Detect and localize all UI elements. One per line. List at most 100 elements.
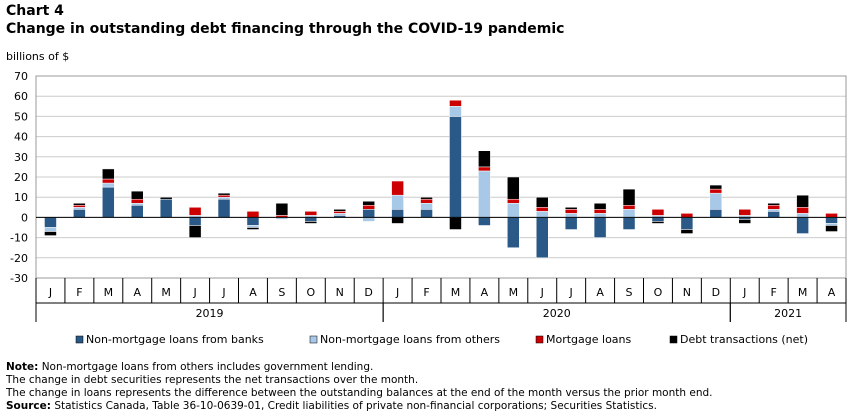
bar-segment-debt [825,225,838,232]
x-tick-label: M [161,286,171,299]
bar-segment-debt [188,225,202,238]
bar-segment-banks [564,217,578,230]
bar-segment-banks [102,186,115,218]
bar-segment-mortgage [478,166,491,172]
chart-number-label: Chart 4 [6,3,64,19]
bar-segment-banks [680,217,694,230]
bar-segment-banks [391,209,404,218]
x-tick-label: J [395,286,399,299]
bar-segment-banks [536,217,549,259]
bar-segment-others [333,213,346,216]
bar-segment-debt [391,217,404,224]
bar-segment-debt [507,176,520,200]
bar-segment-banks [246,217,260,226]
bar-segment-others [593,213,607,218]
chart-notes: Note: Non-mortgage loans from others inc… [6,361,712,413]
x-tick-label: M [509,286,519,299]
year-label: 2019 [196,307,224,320]
x-tick-label: S [626,286,633,299]
bar-segment-others [709,192,723,210]
bar-segment-banks [159,198,173,218]
bar-segment-others [825,223,838,226]
bar-segment-debt [102,168,115,180]
bar-segment-debt [275,203,289,216]
x-tick-label: S [278,286,285,299]
bar-segment-mortgage [622,205,636,210]
bar-segment-banks [217,198,231,218]
legend-swatch-debt [669,335,678,344]
y-tick-label: -20 [10,252,28,265]
bar-segment-mortgage [73,205,86,208]
x-tick-label: N [683,286,691,299]
bar-segment-mortgage [593,209,607,214]
legend-label: Mortgage loans [546,333,632,346]
bar-segment-others [564,213,578,218]
bar-segment-debt [564,207,578,210]
bar-segment-others [536,211,549,218]
bar-segment-others [478,170,491,218]
x-tick-label: A [249,286,257,299]
x-tick-label: J [48,286,52,299]
bar-segment-debt [593,203,607,210]
y-tick-label: 0 [21,211,28,224]
y-tick-label: 70 [14,70,28,83]
bar-segment-mortgage [709,188,723,194]
bar-segment-debt [767,203,780,206]
x-tick-label: F [771,286,777,299]
bar-segment-banks [449,116,462,218]
bar-segment-banks [131,205,144,218]
bar-segment-debt [420,196,433,200]
note-line-3: The change in loans represents the diffe… [6,387,713,399]
bar-segment-others [622,209,636,218]
x-tick-label: J [569,286,573,299]
bar-segment-mortgage [507,198,520,204]
bar-segment-banks [420,209,433,218]
bar-segment-banks [304,217,318,222]
note-label: Note: [6,361,39,373]
bar-segment-debt [536,196,549,208]
bar-segment-debt [680,229,694,234]
bar-segment-mortgage [825,213,838,218]
x-tick-label: N [336,286,344,299]
bar-segment-mortgage [131,198,144,204]
legend-label: Non-mortgage loans from others [320,333,500,346]
bar-segment-debt [796,194,809,208]
y-tick-label: 60 [14,90,28,103]
bar-segment-debt [44,231,57,236]
bar-segment-mortgage [246,211,260,218]
y-tick-label: 20 [14,171,28,184]
source-label: Source: [6,400,51,412]
y-tick-label: 50 [14,110,28,123]
note-line-1: Note: Non-mortgage loans from others inc… [6,361,712,374]
y-tick-label: -10 [10,232,28,245]
bar-segment-debt [73,203,86,206]
x-tick-label: A [828,286,836,299]
bar-segment-banks [478,217,491,226]
bar-segment-debt [333,209,346,212]
x-tick-label: F [423,286,429,299]
bar-segment-banks [362,209,375,218]
legend-swatch-mortgage [535,335,544,344]
bar-segment-mortgage [680,213,694,218]
bar-segment-debt [304,221,318,224]
bar-segment-banks [825,217,838,224]
bar-segment-mortgage [333,211,346,214]
bar-segment-banks [44,217,57,228]
x-tick-label: O [654,286,663,299]
bar-segment-debt [217,192,231,196]
y-tick-label: 40 [14,131,28,144]
bar-segment-banks [651,217,665,222]
bar-segment-mortgage [738,209,751,216]
chart-title: Change in outstanding debt financing thr… [6,21,565,37]
bar-segment-mortgage [304,211,318,216]
bar-segment-mortgage [449,99,462,107]
note-text: Non-mortgage loans from others includes … [41,361,374,373]
year-label: 2021 [774,307,802,320]
bar-segment-others [767,209,780,212]
bar-segment-banks [796,217,809,234]
bar-segment-mortgage [767,205,780,210]
bar-segment-mortgage [217,194,231,198]
x-tick-label: J [742,286,746,299]
bar-segment-debt [449,217,462,230]
x-tick-label: J [221,286,225,299]
